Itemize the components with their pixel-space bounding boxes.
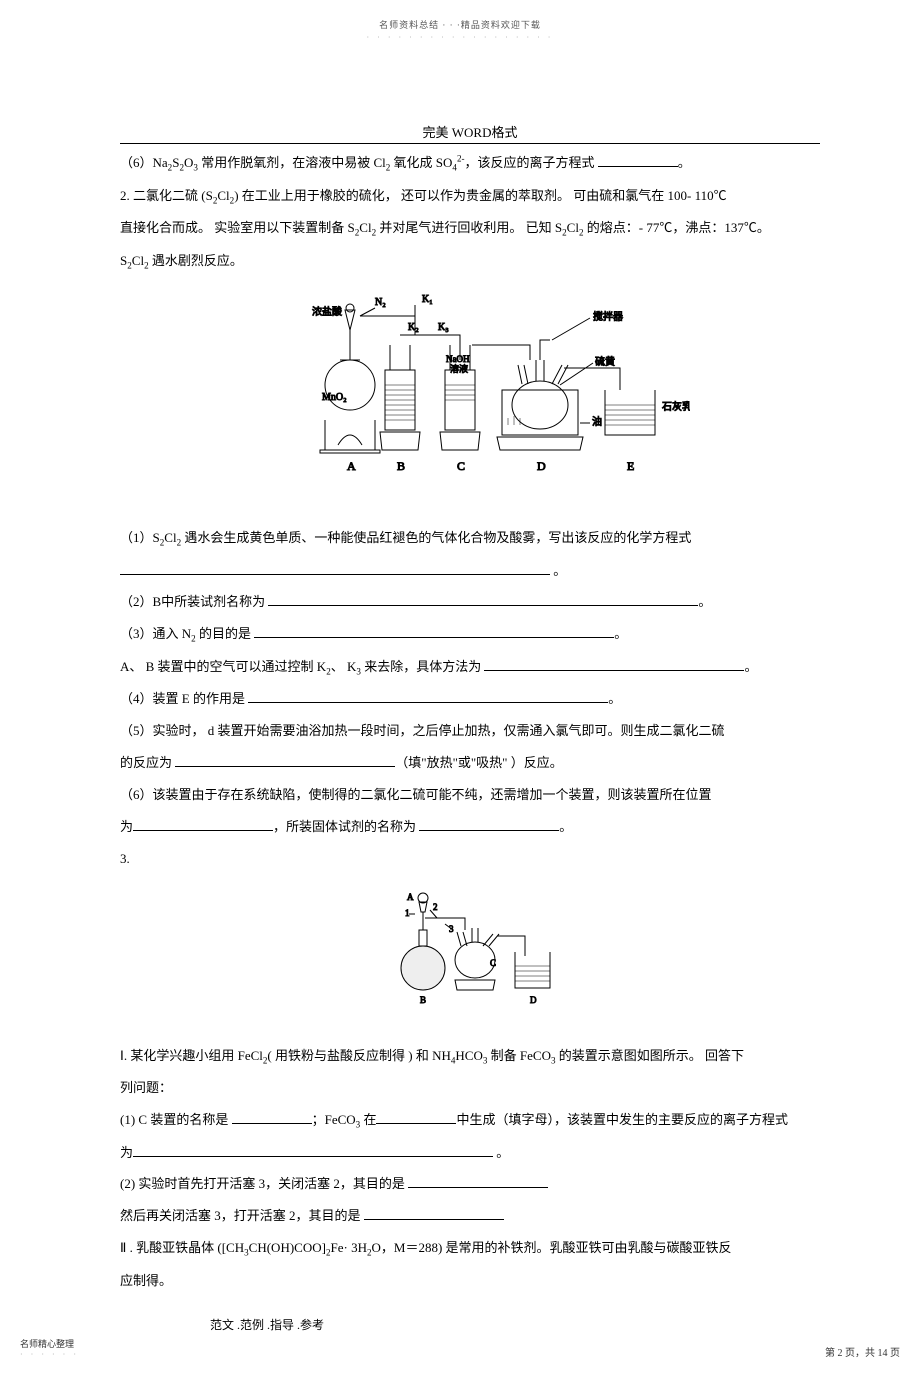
svg-text:1: 1 [405,908,410,918]
apparatus-svg-2: A 1 2 3 B C [375,888,565,1018]
q2-intro-2: 直接化合而成。 实验室用以下装置制备 S2Cl2 并对尾气进行回收利用。 已知 … [120,213,820,244]
blank [419,818,559,831]
q2-p6b: 的反应为 （填"放热"或"吸热" ）反应。 [120,748,820,778]
svg-text:B: B [397,459,405,473]
top-meta-line: 名师资料总结 · · ·精品资料欢迎下载 [0,18,920,31]
apparatus-diagram-2: A 1 2 3 B C [120,888,820,1023]
page-header: 完美 WORD格式 [120,122,820,144]
blank [598,154,678,167]
page-header-text: 完美 WORD格式 [423,125,518,140]
q2-p7b: 为，所装固体试剂的名称为 。 [120,812,820,842]
q3-p1b: 为 。 [120,1138,820,1168]
q3-p2: (2) 实验时首先打开活塞 3，关闭活塞 2，其目的是 [120,1169,820,1199]
svg-text:D: D [537,459,546,473]
q2-p4: A、 B 装置中的空气可以通过控制 K2、 K3 来去除，具体方法为 。 [120,652,820,683]
q2-p3: （3）通入 N2 的目的是 。 [120,619,820,650]
svg-text:MnO₂: MnO₂ [322,392,347,403]
svg-text:搅拌器: 搅拌器 [593,310,623,323]
blank [175,754,395,767]
q2-intro-3: S2Cl2 遇水剧烈反应。 [120,246,820,277]
blank [248,690,608,703]
svg-text:C: C [457,459,465,473]
svg-text:K₃: K₃ [438,322,449,333]
apparatus-svg-1: N₂ 浓盐酸 K₁ K₂ K₃ MnO₂ [250,290,690,500]
svg-text:E: E [627,459,634,473]
q2-p2: （2）B中所装试剂名称为 。 [120,587,820,617]
svg-text:A: A [407,892,414,902]
blank [408,1175,548,1188]
q3-p3: 然后再关闭活塞 3，打开活塞 2，其目的是 [120,1201,820,1231]
blank [120,562,550,575]
svg-text:溶液: 溶液 [450,363,468,374]
bottom-right: 第 2 页，共 14 页 [825,1344,900,1359]
svg-text:K₂: K₂ [408,322,419,333]
blank [268,593,698,606]
q2-p7a: （6）该装置由于存在系统缺陷，使制得的二氯化二硫可能不纯，还需增加一个装置，则该… [120,780,820,810]
q3-s1-2: 列问题： [120,1073,820,1103]
svg-text:硫黄: 硫黄 [595,355,615,368]
blank [376,1111,456,1124]
header-rule [120,143,820,144]
blank [232,1111,312,1124]
svg-text:B: B [420,995,426,1005]
q2-intro-1: 2. 二氯化二硫 (S2Cl2) 在工业上用于橡胶的硫化， 还可以作为贵金属的萃… [120,181,820,212]
footer-note: 范文 .范例 .指导 .参考 [210,1316,820,1333]
blank [484,658,744,671]
svg-text:A: A [347,459,356,473]
top-meta-dots: · · · · · · · · · · · · · · · · · · [0,33,920,42]
svg-text:NaOH: NaOH [446,354,470,364]
svg-text:N₂: N₂ [375,297,386,308]
blank [133,1144,493,1157]
q2-p6a: （5）实验时， d 装置开始需要油浴加热一段时间，之后停止加热，仅需通入氯气即可… [120,716,820,746]
svg-text:D: D [530,995,537,1005]
bottom-left: 名师精心整理 · · · · · · [20,1337,79,1359]
q3-s1-1: Ⅰ. 某化学兴趣小组用 FeCl2( 用铁粉与盐酸反应制得 ) 和 NH4HCO… [120,1041,820,1072]
q3-p1a: (1) C 装置的名称是 ；FeCO3 在中生成（填字母），该装置中发生的主要反… [120,1105,820,1136]
q2-p1-blank: 。 [120,556,820,586]
blank [364,1207,504,1220]
q3-s2-1: Ⅱ . 乳酸亚铁晶体 ([CH3CH(OH)COO]2Fe· 3H2O，M＝28… [120,1233,820,1264]
svg-text:2: 2 [433,902,438,912]
q1-line6: （6）Na2S2O3 常用作脱氧剂，在溶液中易被 Cl2 氧化成 SO42-，该… [120,148,820,179]
svg-text:K₁: K₁ [422,294,433,305]
svg-text:浓盐酸: 浓盐酸 [312,305,342,318]
apparatus-diagram-1: N₂ 浓盐酸 K₁ K₂ K₃ MnO₂ [120,290,820,505]
q3-s2-2: 应制得。 [120,1266,820,1296]
q3-num: 3. [120,844,820,874]
svg-text:油: 油 [592,415,602,428]
svg-text:石灰乳: 石灰乳 [662,400,690,413]
q2-p1: （1）S2Cl2 遇水会生成黄色单质、一种能使品红褪色的气体化合物及酸雾，写出该… [120,523,820,554]
q2-p5: （4）装置 E 的作用是 。 [120,684,820,714]
svg-text:C: C [490,958,496,968]
blank [254,625,614,638]
blank [133,818,273,831]
